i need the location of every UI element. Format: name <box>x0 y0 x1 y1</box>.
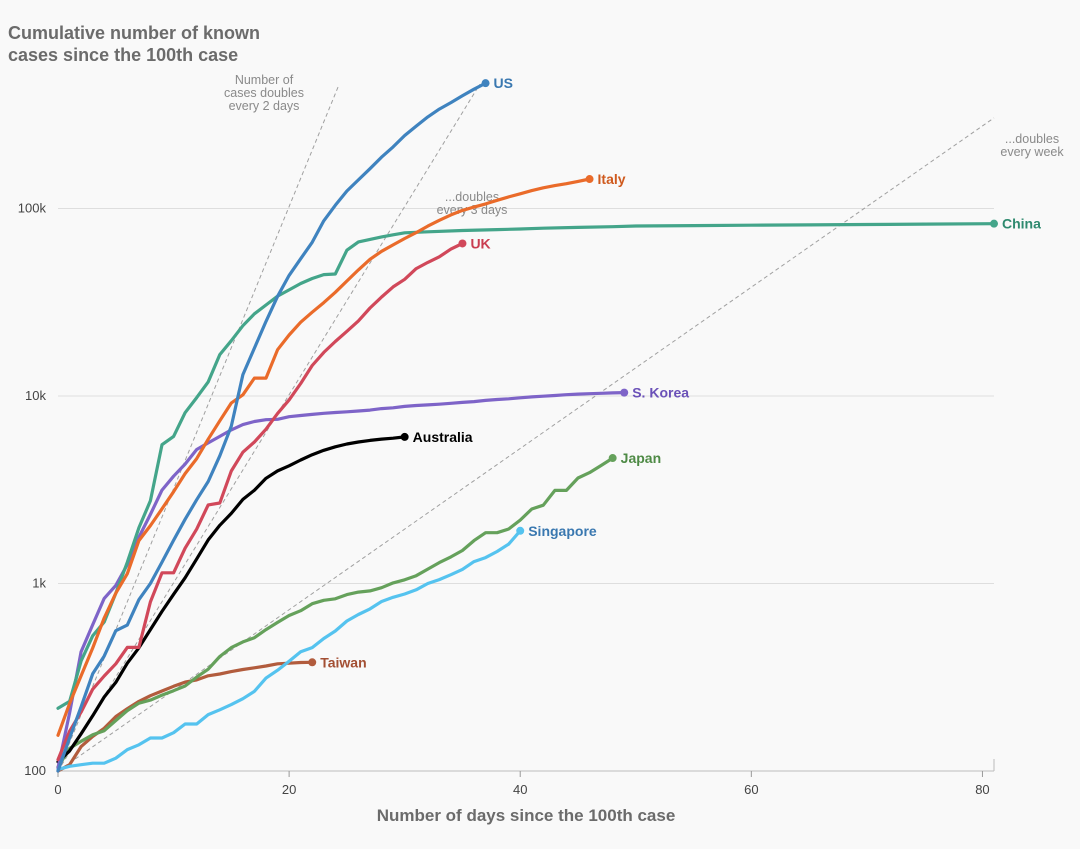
series-label-us: US <box>494 75 513 91</box>
series-line-italy <box>56 177 592 737</box>
grid-lines <box>58 208 994 772</box>
x-tick-label: 60 <box>744 782 758 797</box>
series-end-dot-italy <box>585 175 594 184</box>
series-label-australia: Australia <box>413 429 473 445</box>
x-tick-label: 20 <box>282 782 296 797</box>
y-tick-label: 10k <box>25 388 46 403</box>
reference-label-line: Number of <box>235 73 294 87</box>
series-label-taiwan: Taiwan <box>320 654 366 670</box>
series-label-china: China <box>1002 216 1041 232</box>
x-tick-label: 0 <box>54 782 61 797</box>
series-end-dot-uk <box>458 239 467 248</box>
series-line-uk <box>56 241 464 762</box>
series-line-china <box>56 222 996 710</box>
series-end-dot-australia <box>400 432 409 441</box>
reference-label-3-days: ...doubles every 3 days <box>437 190 508 217</box>
series-end-dot-us <box>481 79 490 88</box>
series-end-dot-taiwan <box>308 658 317 667</box>
y-tick-label: 1k <box>32 576 46 591</box>
series-end-dot-japan <box>608 454 617 463</box>
series-line-japan <box>56 456 615 769</box>
series-lines: Taiwan Singapore Japan Australia S. Korea UK C… <box>56 75 1041 773</box>
y-tick-label: 100k <box>18 201 47 216</box>
reference-label-line: every week <box>1000 145 1064 159</box>
series-line-us <box>56 81 488 773</box>
reference-line-7-days <box>57 117 995 772</box>
reference-label-line: ...doubles <box>445 190 499 204</box>
chart-title-line-1: Cumulative number of known <box>8 23 261 43</box>
reference-line-2-days <box>57 85 340 772</box>
reference-label-line: ...doubles <box>1005 132 1059 146</box>
series-line-singapore <box>56 529 522 772</box>
reference-label-line: every 2 days <box>229 99 300 113</box>
series-label-singapore: Singapore <box>528 523 597 539</box>
series-label-uk: UK <box>470 235 490 251</box>
x-tick-label: 40 <box>513 782 527 797</box>
series-line-s-korea <box>56 391 626 770</box>
series-end-dot-singapore <box>516 526 525 535</box>
y-tick-label: 100 <box>24 763 46 778</box>
series-end-dot-china <box>990 219 998 228</box>
chart-title-line-2: cases since the 100th case <box>8 45 239 65</box>
series-label-s-korea: S. Korea <box>632 385 689 401</box>
reference-label-2-days: Number of cases doubles every 2 days <box>224 73 304 113</box>
chart-title: Cumulative number of known cases since t… <box>8 22 260 66</box>
axes: 100 1k 10k 100k 0 20 40 60 80 <box>18 201 995 797</box>
reference-label-line: cases doubles <box>224 86 304 100</box>
series-label-japan: Japan <box>621 450 661 466</box>
series-line-australia <box>56 435 407 764</box>
x-tick-label: 80 <box>975 782 989 797</box>
series-label-italy: Italy <box>598 171 626 187</box>
x-axis-label: Number of days since the 100th case <box>377 806 676 825</box>
series-end-dot-s-korea <box>620 388 629 397</box>
reference-label-7-days: ...doubles every week <box>1000 132 1064 159</box>
